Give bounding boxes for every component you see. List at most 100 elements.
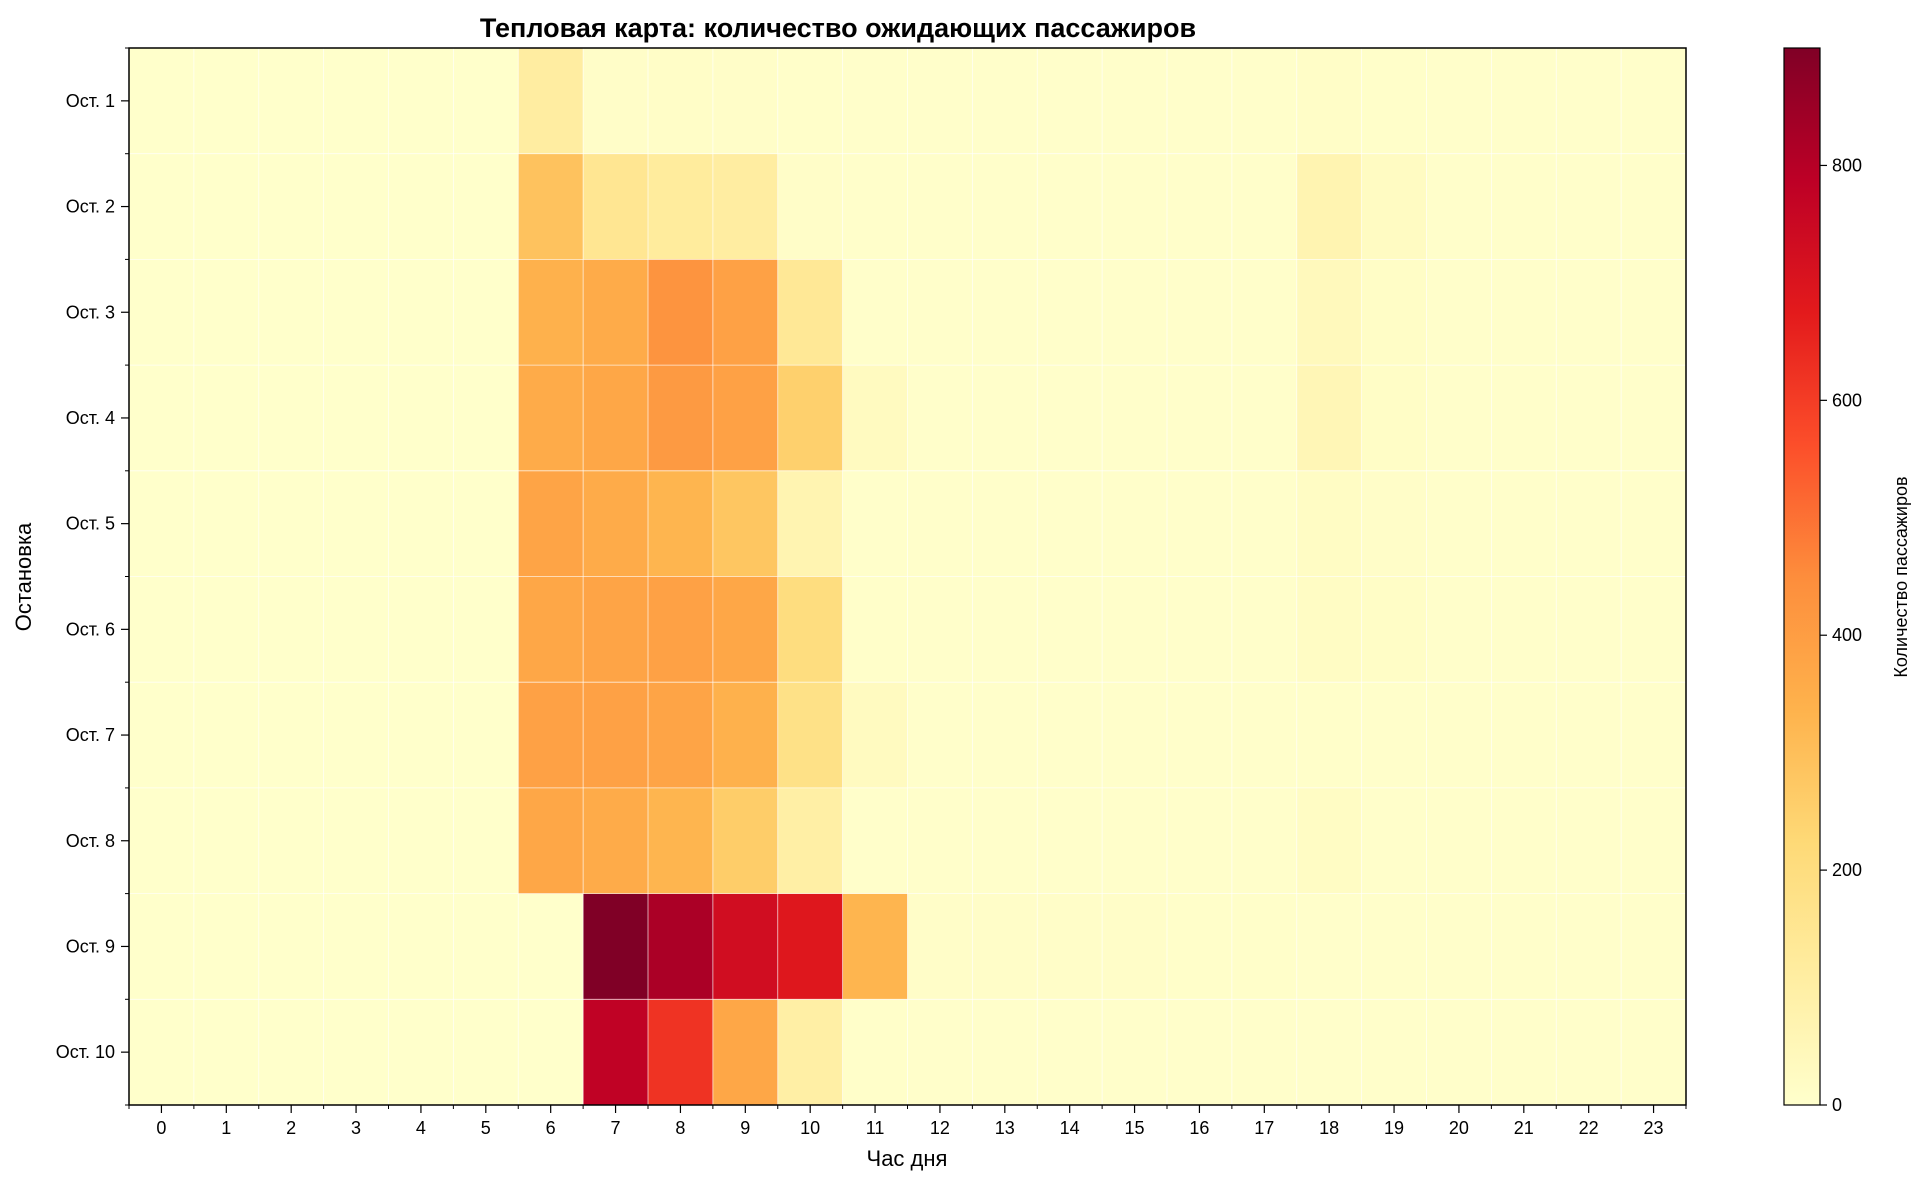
heatmap-cell: [193, 470, 260, 577]
heatmap-cell: [1296, 576, 1363, 683]
heatmap-cell: [323, 470, 389, 577]
heatmap-cell: [583, 682, 649, 789]
x-tick-label: 13: [995, 1118, 1015, 1138]
heatmap-cell: [453, 682, 519, 789]
heatmap-cell: [842, 365, 908, 472]
heatmap-cell: [453, 787, 519, 895]
heatmap-cell: [388, 365, 454, 472]
heatmap-cell: [1491, 153, 1557, 260]
heatmap-cell: [712, 470, 779, 577]
heatmap-cell: [1426, 48, 1492, 155]
heatmap-cell: [842, 576, 908, 683]
y-axis-label: Остановка: [11, 522, 36, 631]
heatmap-cell: [1037, 787, 1103, 895]
heatmap-cell: [388, 576, 454, 683]
heatmap-cell: [583, 999, 649, 1106]
heatmap-cell: [129, 893, 195, 1000]
heatmap-cell: [518, 470, 584, 577]
heatmap-cell: [842, 153, 908, 260]
heatmap-cell: [842, 999, 908, 1106]
colorbar: [1783, 47, 1821, 1106]
heatmap-cell: [258, 153, 325, 260]
x-tick-label: 1: [221, 1118, 231, 1138]
heatmap-cell: [453, 893, 519, 1000]
heatmap-cell: [1361, 153, 1427, 260]
x-tick-label: 19: [1384, 1118, 1404, 1138]
heatmap-cell: [1167, 365, 1233, 472]
heatmap-cell: [1491, 48, 1557, 155]
heatmap-cell: [1491, 365, 1557, 472]
heatmap-cell: [258, 365, 325, 472]
heatmap-cell: [323, 576, 389, 683]
heatmap-cell: [712, 365, 779, 472]
heatmap-cell: [1102, 787, 1168, 895]
heatmap-cell: [518, 259, 584, 366]
heatmap-cell: [1231, 576, 1298, 683]
heatmap-cell: [1231, 365, 1298, 472]
heatmap-cell: [1426, 576, 1492, 683]
x-tick-label: 5: [481, 1118, 491, 1138]
heatmap-cell: [258, 259, 325, 366]
heatmap-cell: [1167, 259, 1233, 366]
colorbar-ticks: 0 200 400 600 800: [1820, 155, 1862, 1115]
y-tick-label: Ост. 5: [66, 514, 115, 534]
heatmap-cell: [129, 999, 195, 1106]
heatmap-cell: [777, 999, 844, 1106]
heatmap-cell: [1361, 365, 1427, 472]
heatmap-cell: [1556, 893, 1622, 1000]
heatmap-cell: [1621, 365, 1687, 472]
x-tick-label: 18: [1319, 1118, 1339, 1138]
heatmap-cell: [972, 48, 1038, 155]
heatmap-cell: [1491, 259, 1557, 366]
x-tick-label: 14: [1060, 1118, 1080, 1138]
heatmap-cell: [1102, 999, 1168, 1106]
heatmap-cell: [323, 259, 389, 366]
heatmap-cell: [323, 48, 389, 155]
heatmap-cell: [258, 48, 325, 155]
heatmap-cell: [1361, 259, 1427, 366]
heatmap-cell: [1231, 787, 1298, 895]
y-tick-label: Ост. 1: [66, 91, 115, 111]
heatmap-cell: [1296, 259, 1363, 366]
heatmap-cell: [972, 153, 1038, 260]
heatmap-cell: [907, 153, 973, 260]
heatmap-cell: [712, 153, 779, 260]
heatmap-cell: [907, 576, 973, 683]
heatmap-cell: [648, 682, 714, 789]
x-tick-label: 17: [1254, 1118, 1274, 1138]
heatmap-cell: [1491, 893, 1557, 1000]
heatmap-cell: [777, 470, 844, 577]
heatmap-cell: [777, 787, 844, 895]
heatmap-cell: [1167, 893, 1233, 1000]
heatmap-gridlines: [129, 48, 1686, 1105]
heatmap-cell: [1037, 682, 1103, 789]
heatmap-cell: [193, 153, 260, 260]
x-tick-label: 4: [416, 1118, 426, 1138]
heatmap-cell: [1102, 365, 1168, 472]
heatmap-cell: [777, 576, 844, 683]
heatmap-cell: [777, 365, 844, 472]
heatmap-cell: [1167, 999, 1233, 1106]
heatmap-cell: [1491, 470, 1557, 577]
heatmap-cell: [1621, 576, 1687, 683]
heatmap-cell: [1296, 893, 1363, 1000]
x-tick-label: 9: [740, 1118, 750, 1138]
heatmap-cell: [323, 893, 389, 1000]
heatmap-cell: [1556, 259, 1622, 366]
heatmap-cell: [1167, 153, 1233, 260]
heatmap-cell: [972, 576, 1038, 683]
heatmap-cell: [1102, 153, 1168, 260]
heatmap-cell: [712, 682, 779, 789]
heatmap-cell: [129, 48, 195, 155]
heatmap-cell: [129, 787, 195, 895]
heatmap-cell: [258, 576, 325, 683]
heatmap-cell: [777, 48, 844, 155]
heatmap-cell: [777, 153, 844, 260]
heatmap-cell: [1621, 787, 1687, 895]
heatmap-cell: [258, 682, 325, 789]
y-tick-label: Ост. 2: [66, 197, 115, 217]
heatmap-cell: [1426, 153, 1492, 260]
heatmap-cell: [648, 153, 714, 260]
heatmap-cell: [1231, 48, 1298, 155]
